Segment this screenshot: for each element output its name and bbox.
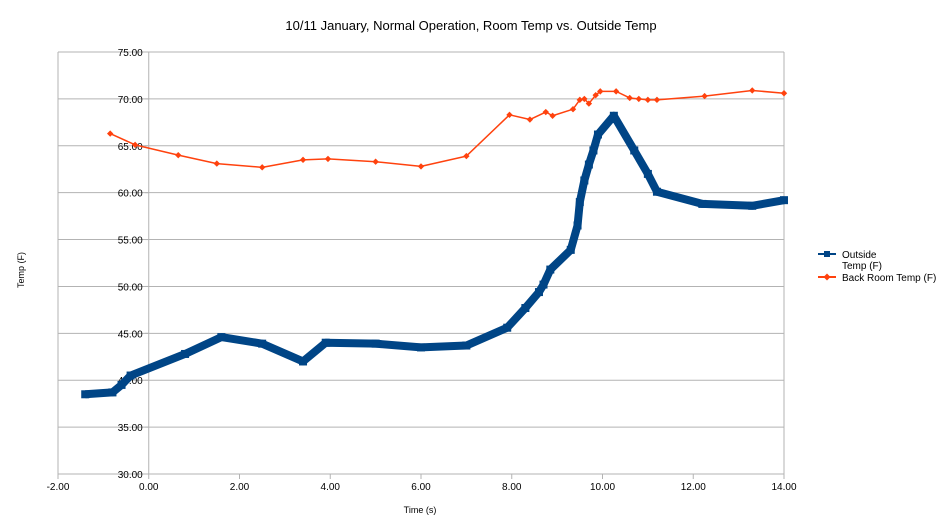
x-tick-label: -2.00 — [47, 482, 70, 493]
y-tick-label: 65.00 — [118, 142, 143, 153]
data-point-back-room-temp — [597, 88, 604, 95]
x-tick-label: 0.00 — [139, 482, 159, 493]
legend-marker-back-room-temp — [823, 273, 831, 281]
y-tick-label: 45.00 — [118, 329, 143, 340]
data-point-back-room-temp — [749, 87, 756, 94]
data-point-outside-temp — [630, 146, 639, 155]
data-point-back-room-temp — [372, 158, 379, 165]
data-point-back-room-temp — [175, 151, 182, 159]
data-point-outside-temp — [371, 339, 380, 348]
x-tick-label: 2.00 — [230, 482, 250, 493]
data-point-back-room-temp — [592, 91, 599, 99]
data-point-outside-temp — [534, 288, 543, 297]
x-axis-title: Time (s) — [404, 505, 437, 515]
data-point-back-room-temp — [549, 112, 556, 119]
data-point-outside-temp — [652, 187, 661, 196]
data-point-back-room-temp — [576, 96, 584, 104]
data-point-back-room-temp — [653, 96, 661, 104]
data-point-outside-temp — [181, 349, 190, 358]
series-layer — [81, 87, 788, 399]
data-point-outside-temp — [521, 304, 530, 313]
data-point-back-room-temp — [463, 152, 470, 160]
data-point-outside-temp — [539, 280, 548, 289]
y-tick-label: 55.00 — [118, 236, 143, 247]
data-point-outside-temp — [573, 221, 582, 230]
data-point-outside-temp — [566, 245, 575, 254]
x-tick-label: 6.00 — [411, 482, 431, 493]
x-tick-label: 10.00 — [590, 482, 615, 493]
y-tick-label: 70.00 — [118, 95, 143, 106]
data-point-outside-temp — [698, 199, 707, 208]
data-point-back-room-temp — [542, 108, 549, 116]
data-point-outside-temp — [217, 333, 226, 342]
data-point-outside-temp — [321, 338, 330, 347]
data-point-outside-temp — [258, 339, 267, 348]
data-point-back-room-temp — [131, 141, 139, 149]
data-point-back-room-temp — [585, 100, 593, 107]
data-point-outside-temp — [780, 196, 788, 205]
chart-title: 10/11 January, Normal Operation, Room Te… — [285, 18, 656, 33]
data-point-outside-temp — [593, 130, 602, 139]
data-point-back-room-temp — [299, 156, 307, 164]
legend-marker-outside-temp — [824, 251, 830, 257]
legend-label-outside-temp: Temp (F) — [842, 261, 882, 272]
data-point-outside-temp — [108, 388, 117, 397]
data-point-outside-temp — [81, 390, 90, 399]
data-point-back-room-temp — [324, 155, 332, 163]
data-point-back-room-temp — [417, 163, 425, 170]
data-point-outside-temp — [643, 169, 652, 178]
legend-label-back-room-temp: Back Room Temp (F) — [842, 273, 936, 284]
data-point-back-room-temp — [626, 94, 633, 102]
data-point-back-room-temp — [701, 92, 708, 100]
data-point-outside-temp — [462, 341, 471, 350]
data-point-back-room-temp — [581, 95, 588, 103]
data-point-back-room-temp — [258, 164, 266, 171]
data-point-back-room-temp — [506, 111, 513, 119]
y-tick-label: 75.00 — [118, 48, 143, 59]
data-point-outside-temp — [589, 146, 598, 155]
data-point-back-room-temp — [106, 130, 114, 137]
data-point-outside-temp — [575, 198, 584, 207]
gridlines — [58, 51, 784, 475]
y-tick-label: 40.00 — [118, 376, 143, 387]
data-point-back-room-temp — [780, 90, 788, 97]
data-point-back-room-temp — [526, 116, 534, 123]
data-point-back-room-temp — [635, 95, 642, 103]
x-tick-label: 4.00 — [321, 482, 341, 493]
series-line-back-room-temp — [109, 89, 785, 169]
x-tick-label: 8.00 — [502, 482, 522, 493]
data-point-outside-temp — [417, 343, 425, 352]
legend-item-back-room-temp: Back Room Temp (F) — [818, 273, 936, 284]
data-point-outside-temp — [126, 371, 135, 380]
data-point-outside-temp — [580, 176, 589, 185]
y-tick-label: 30.00 — [118, 470, 143, 481]
data-point-outside-temp — [609, 111, 618, 120]
data-point-outside-temp — [503, 323, 512, 332]
x-tick-label: 12.00 — [681, 482, 706, 493]
data-point-back-room-temp — [644, 96, 652, 104]
data-point-outside-temp — [117, 380, 126, 389]
x-tick-label: 14.00 — [771, 482, 796, 493]
y-tick-label: 50.00 — [118, 282, 143, 293]
data-point-outside-temp — [546, 265, 555, 274]
data-point-outside-temp — [584, 160, 593, 169]
data-point-back-room-temp — [569, 106, 577, 113]
data-point-back-room-temp — [213, 160, 221, 167]
data-point-outside-temp — [299, 357, 308, 366]
y-tick-label: 60.00 — [118, 189, 143, 200]
data-point-outside-temp — [748, 201, 757, 210]
data-point-back-room-temp — [612, 88, 620, 95]
legend-label-outside-temp: Outside — [842, 250, 877, 261]
y-axis-title: Temp (F) — [16, 252, 26, 288]
y-tick-label: 35.00 — [118, 423, 143, 434]
axes: 30.00 35.00 40.00 45.00 50.00 55.00 60.00 65.00… — [47, 48, 797, 493]
